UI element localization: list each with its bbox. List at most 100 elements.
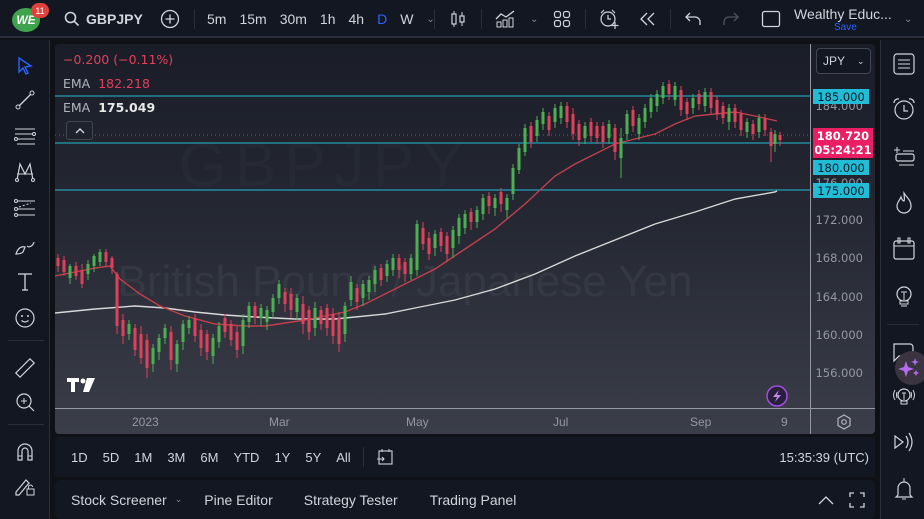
save-button[interactable]: Save: [834, 21, 857, 33]
time-tick: Sep: [690, 415, 712, 429]
indicators-button[interactable]: ⌄: [494, 0, 538, 38]
price-axis[interactable]: JPY ⌄ 184.000 176.000 172.000 168.000 16…: [810, 44, 875, 408]
collapse-legend-button[interactable]: [66, 121, 93, 140]
range-1y[interactable]: 1Y: [274, 449, 291, 465]
range-3m[interactable]: 3M: [167, 449, 186, 465]
brush-icon[interactable]: [13, 234, 37, 258]
bar-countdown: 05:24:21: [814, 143, 872, 157]
ema-fast-label: EMA: [63, 76, 91, 91]
tab-stock-screener[interactable]: Stock Screener: [71, 491, 167, 508]
calendar-arrow-icon: [376, 449, 393, 465]
ema-slow-legend[interactable]: EMA 175.049: [63, 100, 155, 115]
trend-line-icon[interactable]: [13, 88, 37, 112]
redo-button[interactable]: [722, 0, 740, 38]
date-range-bar: 1D 5D 1M 3M 6M YTD 1Y 5Y All 15:35:39 (U…: [55, 437, 875, 477]
tab-trading-panel[interactable]: Trading Panel: [429, 491, 517, 508]
symbol-name: GBPJPY: [86, 11, 143, 27]
current-price-label: 180.720 05:24:21: [813, 128, 873, 158]
expand-panel-button[interactable]: [817, 494, 835, 506]
indicators-icon: [495, 10, 515, 28]
interval-selector: 5m 15m 30m 1h 4h D W ⌄: [207, 0, 448, 38]
price-chart-canvas[interactable]: GBPJPY British Pound / Japanese Yen: [55, 44, 810, 408]
ai-assistant-button[interactable]: [895, 351, 924, 385]
price-tick: 156.000: [815, 366, 863, 380]
interval-5m[interactable]: 5m: [207, 11, 227, 27]
chevron-down-icon[interactable]: ⌄: [530, 13, 539, 25]
watchlist-icon[interactable]: [891, 51, 917, 77]
candles-icon: [451, 11, 465, 27]
fib-lines-icon[interactable]: [13, 124, 37, 148]
range-all[interactable]: All: [336, 449, 351, 465]
redo-icon: [723, 12, 739, 25]
bolt-icon: [766, 385, 788, 407]
tab-pine-editor[interactable]: Pine Editor: [204, 491, 273, 508]
magnet-icon[interactable]: [13, 440, 37, 464]
grid-icon: [553, 10, 571, 28]
forecast-icon[interactable]: [13, 196, 37, 220]
chevron-up-icon: [75, 127, 84, 133]
interval-15m[interactable]: 15m: [239, 11, 267, 27]
patterns-icon[interactable]: [13, 160, 37, 184]
drawing-toolbar: [0, 40, 50, 519]
signals-lightbulb-icon[interactable]: [891, 384, 917, 410]
text-icon[interactable]: [13, 270, 37, 294]
cursor-icon[interactable]: [13, 54, 37, 78]
layout-templates-button[interactable]: [553, 0, 571, 38]
hline-label-175: 175.000: [813, 183, 869, 198]
ideas-lightbulb-icon[interactable]: [891, 283, 917, 309]
hotlist-flame-icon[interactable]: [891, 190, 917, 216]
utc-clock[interactable]: 15:35:39 (UTC): [779, 449, 869, 465]
maximize-panel-button[interactable]: [849, 491, 865, 508]
ema-fast-legend[interactable]: EMA 182.218: [63, 76, 150, 91]
notifications-bell-icon[interactable]: [891, 476, 917, 502]
go-to-date-button[interactable]: [376, 448, 394, 466]
time-axis[interactable]: 2023 Mar May Jul Sep 9: [55, 408, 875, 434]
rewind-icon: [640, 12, 655, 26]
chart-settings-button[interactable]: [836, 414, 852, 430]
layout-name-menu[interactable]: Wealthy Educ... Save: [794, 0, 894, 38]
interval-1h[interactable]: 1h: [319, 11, 336, 27]
interval-w[interactable]: W: [400, 11, 414, 27]
ruler-icon[interactable]: [13, 356, 37, 380]
symbol-search[interactable]: GBPJPY: [64, 0, 143, 38]
lock-drawings-icon[interactable]: [13, 474, 37, 498]
interval-d[interactable]: D: [377, 11, 388, 27]
chevron-down-icon[interactable]: ⌄: [904, 13, 913, 25]
chevron-down-icon[interactable]: ⌄: [426, 13, 435, 25]
alarm-clock-icon[interactable]: [891, 96, 917, 122]
interval-4h[interactable]: 4h: [348, 11, 365, 27]
range-5d[interactable]: 5D: [102, 449, 120, 465]
tradingview-logo: [67, 378, 95, 392]
create-alert-button[interactable]: [598, 0, 620, 38]
ema-fast-line: [55, 111, 778, 327]
ema-fast-value: 182.218: [98, 76, 150, 91]
tab-strategy-tester[interactable]: Strategy Tester: [303, 491, 398, 508]
range-ytd[interactable]: YTD: [233, 449, 260, 465]
range-5y[interactable]: 5Y: [305, 449, 322, 465]
price-tick: 160.000: [815, 328, 863, 342]
ema-slow-label: EMA: [63, 100, 91, 115]
compare-add-button[interactable]: [160, 0, 180, 38]
range-1d[interactable]: 1D: [71, 449, 88, 465]
alarm-plus-icon: [600, 9, 619, 29]
range-1m[interactable]: 1M: [134, 449, 153, 465]
ema-slow-line: [55, 190, 778, 320]
object-tree-icon[interactable]: [891, 144, 917, 170]
currency-selector[interactable]: JPY ⌄: [816, 48, 871, 74]
hline-label-180: 180.000: [813, 160, 869, 175]
chart-pane[interactable]: GBPJPY British Pound / Japanese Yen: [55, 44, 875, 434]
currency-label: JPY: [823, 54, 846, 68]
candles: [56, 80, 782, 378]
undo-button[interactable]: [684, 0, 702, 38]
replay-button[interactable]: [638, 0, 658, 38]
emoji-icon[interactable]: [13, 306, 37, 330]
zoom-in-icon[interactable]: [13, 390, 37, 414]
bottom-panel-tabs: Stock Screener ⌄ Pine Editor Strategy Te…: [55, 480, 875, 519]
fullscreen-toggle[interactable]: [761, 0, 781, 38]
broadcast-play-icon[interactable]: [891, 429, 917, 455]
range-6m[interactable]: 6M: [200, 449, 219, 465]
calendar-icon[interactable]: [891, 236, 917, 262]
chevron-down-icon[interactable]: ⌄: [174, 494, 183, 504]
chart-type-button[interactable]: [449, 0, 467, 38]
interval-30m[interactable]: 30m: [279, 11, 307, 27]
